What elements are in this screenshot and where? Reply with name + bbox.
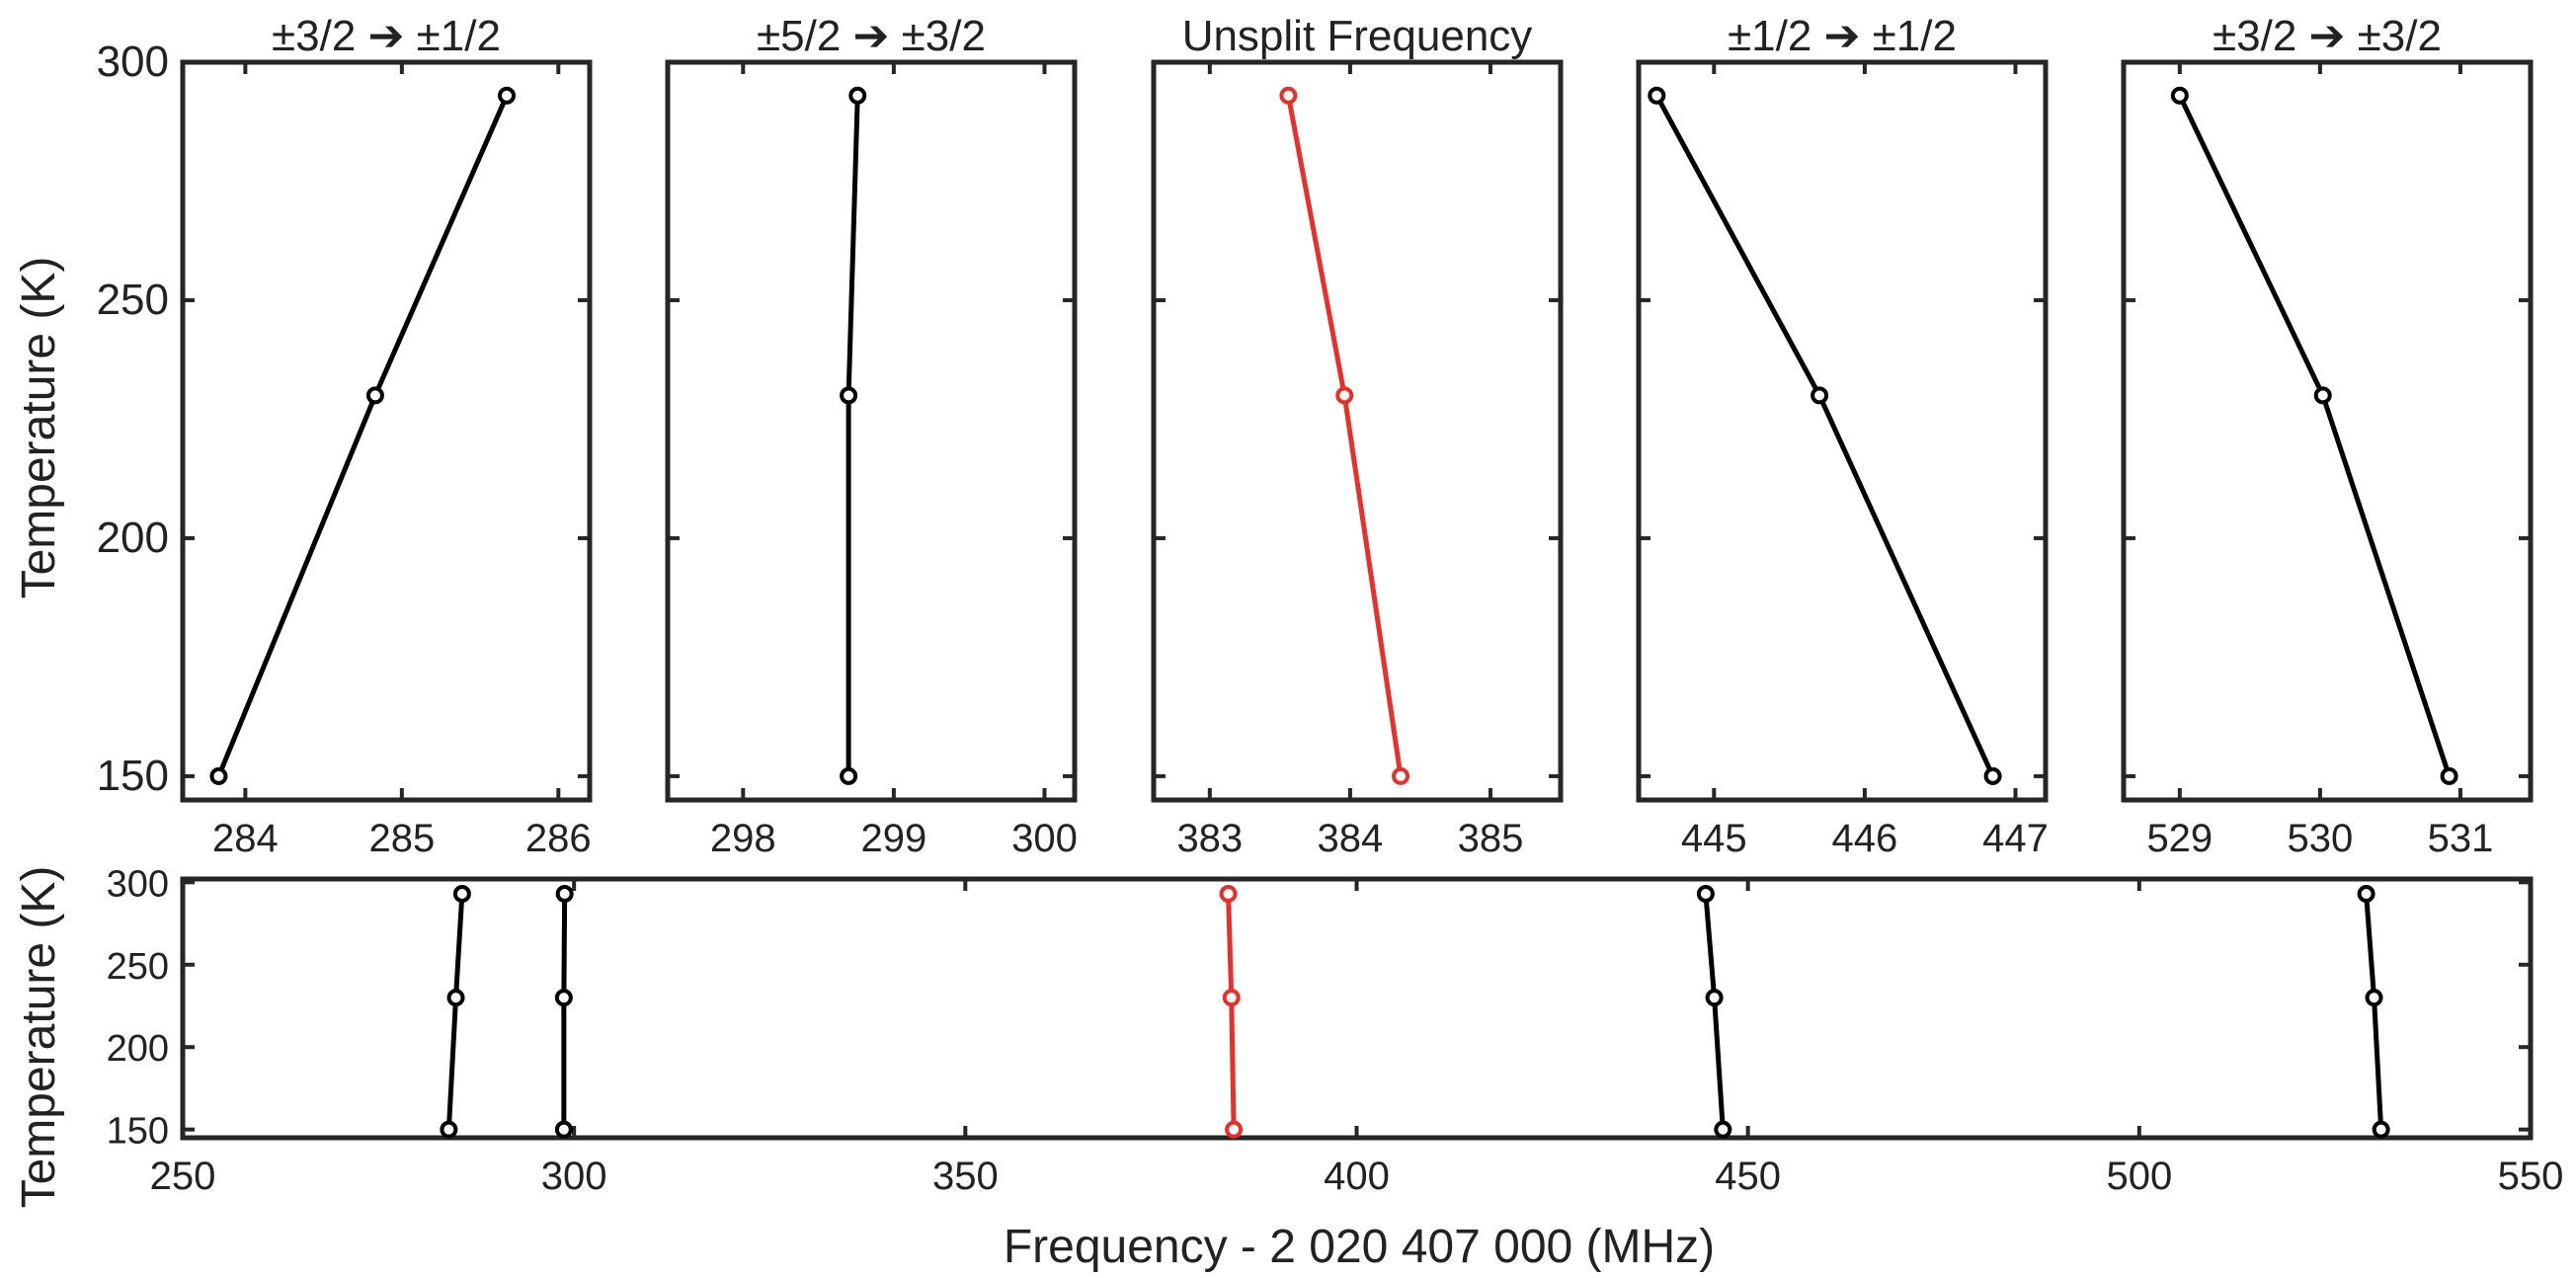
data-point: [1696, 885, 1715, 904]
x-tick-label: 285: [368, 817, 435, 860]
series-line-4: [1703, 893, 1726, 1130]
data-point: [1705, 989, 1724, 1007]
x-axis-label: Frequency - 2 020 407 000 (MHz): [1004, 1221, 1715, 1273]
x-tick-label: 300: [541, 1155, 607, 1198]
data-point: [1983, 766, 2002, 785]
x-tick-label: 350: [932, 1155, 999, 1198]
x-tick-label: 531: [2428, 817, 2494, 860]
x-tick-label: 450: [1715, 1155, 1781, 1198]
x-tick-label: 300: [1011, 817, 1078, 860]
x-tick-label: 298: [710, 817, 776, 860]
x-tick-label: 550: [2498, 1155, 2564, 1198]
x-tick-label: 284: [212, 817, 279, 860]
x-tick-label: 299: [861, 817, 927, 860]
panel-title: ±3/2 ➔ ±3/2: [2213, 12, 2442, 60]
y-axis-label-bottom: Temperature (K): [13, 866, 65, 1209]
panel-2: 298 299 300 ±5/2 ➔ ±3/2: [665, 12, 1078, 860]
data-point: [1648, 86, 1666, 105]
data-point: [840, 386, 858, 405]
series-line-1: [2177, 94, 2452, 777]
data-point: [365, 386, 384, 405]
data-point: [1714, 1120, 1732, 1139]
data-point: [554, 1120, 573, 1139]
axes-frame: [180, 59, 593, 803]
y-tick-label: 300: [97, 38, 169, 86]
data-point: [440, 1120, 458, 1139]
data-point: [555, 885, 574, 904]
panel-5: 529 530 531 ±3/2 ➔ ±3/2: [2121, 12, 2534, 860]
y-tick-label: 200: [107, 1028, 169, 1070]
x-tick-label: 384: [1318, 817, 1384, 860]
data-point: [2372, 1120, 2390, 1139]
y-tick-label: 150: [97, 752, 169, 800]
data-point: [452, 885, 471, 904]
axes-frame: [180, 876, 2534, 1141]
data-point: [2357, 885, 2375, 904]
data-point: [2440, 766, 2458, 785]
data-point: [1811, 386, 1829, 405]
y-tick-label: 150: [107, 1111, 169, 1153]
data-point: [1335, 386, 1354, 405]
series-line-1: [1654, 94, 1995, 777]
data-point: [848, 86, 867, 105]
series-line-1: [845, 95, 860, 776]
x-tick-label: 383: [1176, 817, 1243, 860]
panel-title: Unsplit Frequency: [1182, 12, 1533, 60]
data-point: [840, 766, 858, 785]
data-point: [554, 989, 573, 1007]
data-point: [498, 86, 517, 105]
data-point: [1219, 885, 1238, 904]
panel-title: ±3/2 ➔ ±1/2: [272, 12, 501, 60]
axes-frame: [2121, 59, 2534, 803]
y-axis-label-top: Temperature (K): [13, 257, 65, 599]
data-point: [1392, 766, 1410, 785]
data-point: [1222, 989, 1241, 1007]
panels-layer: 284 285 286 150 200 250 300 ±3/2 ➔ ±1/2 298 299 30…: [97, 12, 2564, 1198]
x-tick-label: 400: [1324, 1155, 1390, 1198]
axes-frame: [1151, 59, 1564, 803]
series-line-1: [216, 94, 510, 777]
y-tick-label: 300: [107, 863, 169, 905]
data-point: [2313, 386, 2332, 405]
y-tick-label: 250: [97, 276, 169, 324]
data-point: [2170, 86, 2189, 105]
data-point: [446, 989, 465, 1007]
data-point: [209, 766, 228, 785]
y-tick-label: 250: [107, 946, 169, 988]
panel-3: 383 384 385 Unsplit Frequency: [1151, 12, 1564, 860]
x-tick-label: 447: [1982, 817, 2049, 860]
data-point: [1225, 1120, 1244, 1139]
panel-4: 445 446 447 ±1/2 ➔ ±1/2: [1636, 12, 2049, 860]
axes-frame: [665, 59, 1078, 803]
x-tick-label: 530: [2288, 817, 2354, 860]
x-tick-label: 446: [1832, 817, 1898, 860]
panel-title: ±1/2 ➔ ±1/2: [1728, 12, 1957, 60]
series-line-2: [561, 894, 568, 1130]
axes-frame: [1636, 59, 2049, 803]
data-point: [1279, 86, 1298, 105]
overview: 250 300 350 400 450 500 550 150 200 250 300: [107, 863, 2564, 1198]
x-tick-label: 445: [1681, 817, 1747, 860]
series-line-3: [1226, 893, 1237, 1130]
series-line-5: [2364, 893, 2384, 1130]
panel-title: ±5/2 ➔ ±3/2: [757, 12, 986, 60]
series-line-1: [1285, 95, 1404, 777]
x-tick-label: 250: [150, 1155, 216, 1198]
series-line-1: [445, 893, 465, 1130]
x-tick-label: 500: [2106, 1155, 2172, 1198]
data-point: [2365, 989, 2383, 1007]
x-tick-label: 385: [1458, 817, 1524, 860]
x-tick-label: 529: [2146, 817, 2213, 860]
panel-1: 284 285 286 150 200 250 300 ±3/2 ➔ ±1/2: [97, 12, 593, 860]
y-tick-label: 200: [97, 514, 169, 562]
x-tick-label: 286: [525, 817, 592, 860]
